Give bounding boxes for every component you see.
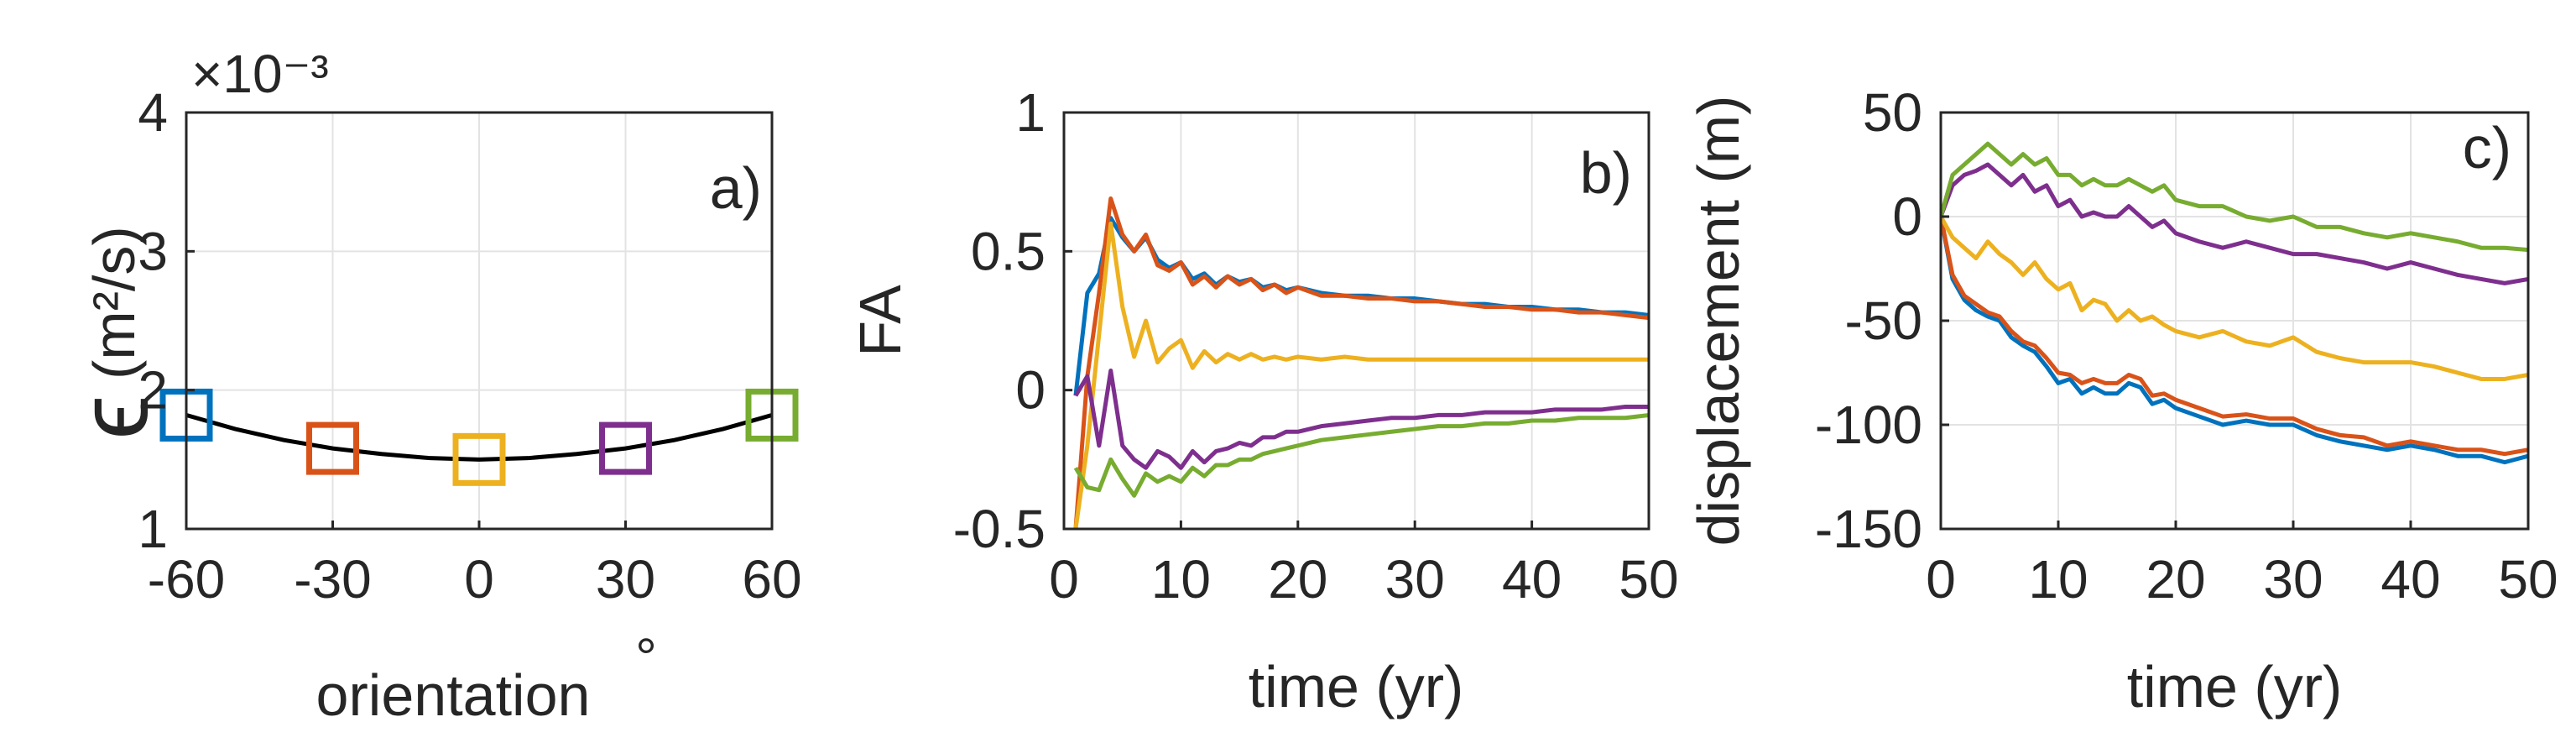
panel-b-label: b) [1580,140,1632,206]
panel-b-ytick-label: 0 [1015,360,1046,421]
panel-b-plot-area [1064,112,1649,529]
panel-b-series-line--30 [1073,196,1649,529]
panel-a-ytick-label: 3 [138,221,168,281]
panel-c-plot [1941,141,2528,465]
panel-a-label: a) [710,155,762,221]
panel-a-exponent: ×10⁻³ [191,44,329,104]
panel-c-xtick-label: 30 [2263,549,2323,610]
panel-b: 0 10 20 30 40 50-0.500.51 b) time (yr) FA [847,82,1679,719]
panel-c-xtick-label: 0 [1926,549,1956,610]
panel-b-grid [1064,112,1649,529]
panel-a-ytick-label: 1 [138,499,168,559]
panel-a-curve-line [186,413,772,462]
panel-b-axes-box [1062,111,1650,531]
panel-a-ytick-label: 4 [138,82,168,143]
panel-c-xtick-label: 20 [2146,549,2205,610]
panel-a-ylabel-unit: (m²/s) [81,226,147,379]
panel-b-xlabel: time (yr) [1249,654,1464,719]
panel-c-ytick-label: -150 [1815,499,1922,559]
panel-c-label: c) [2463,115,2511,181]
panel-a-xtick-label: 0 [464,549,494,610]
panel-a-ticks: -60 -30 0 30 60 1 2 3 4 [138,82,801,610]
panel-a-xlabel: orientation [316,662,591,728]
panel-b-xtick-label: 10 [1151,549,1211,610]
panel-a-square-marker [306,421,359,475]
panel-b-xtick-label: 20 [1268,549,1327,610]
panel-b-ytick-label: -0.5 [953,499,1046,559]
panel-b-ytick-label: 0.5 [971,221,1046,281]
panel-c-ytick-label: -100 [1815,395,1922,455]
panel-a-ytick-label: 2 [138,360,168,421]
panel-b-xtick-label: 50 [1619,549,1678,610]
panel-c-series-line--30 [1941,216,2528,457]
panel-c-series-line-30 [1941,162,2528,285]
panel-a-ylabel-symbol: ϵ [57,395,169,439]
panel-a-square-marker [599,421,652,475]
panel-a-grid [186,112,772,529]
panel-b-ticks: 0 10 20 30 40 50-0.500.51 [953,82,1679,610]
panel-a-xlabel-unit: ° [635,627,657,688]
panel-c-ytick-label: 50 [1863,82,1922,143]
panel-a-xtick-label: 60 [742,549,801,610]
panel-c-xlabel: time (yr) [2127,654,2343,719]
panel-c-xtick-label: 50 [2498,549,2558,610]
panel-b-xtick-label: 30 [1385,549,1445,610]
panel-b-xtick-label: 0 [1049,549,1079,610]
panel-a-xtick-label: -60 [148,549,226,610]
panel-c-ylabel: displacement (m) [1686,96,1751,547]
panel-b-ylabel: FA [847,285,913,357]
panel-c: 0 10 20 30 40 50 -150 -100 -50 0 50 c) time (yr) d… [1686,82,2558,719]
panel-a: -60 -30 0 30 60 1 2 3 4 ×10⁻³ a) orientation ° ϵ… [57,44,802,728]
panel-c-ytick-label: -50 [1845,290,1923,351]
panel-a-xtick-label: -30 [294,549,372,610]
panel-c-series-line-0 [1941,215,2528,381]
panel-c-series-line-60 [1941,141,2528,253]
panel-b-ytick-label: 1 [1015,82,1046,143]
panel-a-square-marker [452,432,506,486]
panel-a-xtick-label: 30 [596,549,655,610]
panel-b-series-line-0 [1073,221,1649,529]
panel-c-xtick-label: 10 [2028,549,2088,610]
panel-b-plot [1073,196,1649,529]
panel-c-grid [1941,112,2528,529]
panel-b-series-line-30 [1073,369,1649,470]
panel-b-series-line-60 [1073,412,1649,498]
panel-c-ticks: 0 10 20 30 40 50 -150 -100 -50 0 50 [1815,82,2558,610]
panel-c-series-line--60 [1941,216,2528,465]
panel-b-xtick-label: 40 [1502,549,1562,610]
panel-c-ytick-label: 0 [1892,186,1922,247]
panel-c-xtick-label: 40 [2380,549,2440,610]
